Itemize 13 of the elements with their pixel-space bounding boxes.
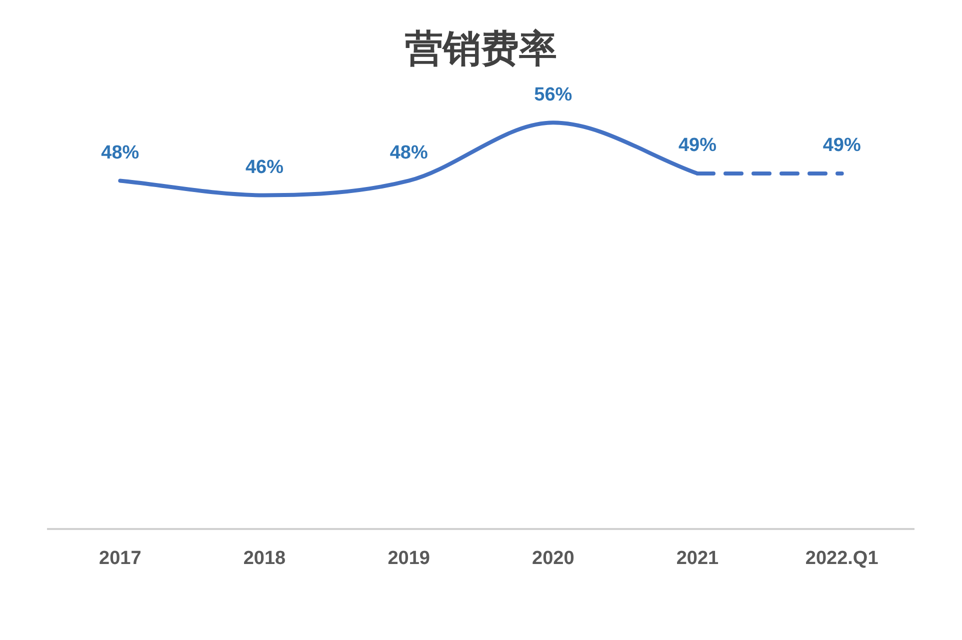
- x-tick-label: 2022.Q1: [805, 548, 879, 569]
- data-label: 48%: [101, 142, 140, 164]
- chart-title: 营销费率: [405, 27, 557, 70]
- x-tick-label: 2019: [388, 548, 430, 569]
- data-label: 56%: [534, 84, 572, 106]
- x-tick-label: 2017: [99, 548, 142, 569]
- x-tick-label: 2020: [532, 548, 574, 569]
- data-label: 46%: [245, 156, 284, 178]
- data-label: 49%: [822, 135, 861, 156]
- data-label: 48%: [390, 142, 428, 164]
- x-tick-label: 2018: [243, 548, 286, 569]
- x-tick-label: 2021: [676, 548, 720, 569]
- data-label: 49%: [678, 135, 717, 156]
